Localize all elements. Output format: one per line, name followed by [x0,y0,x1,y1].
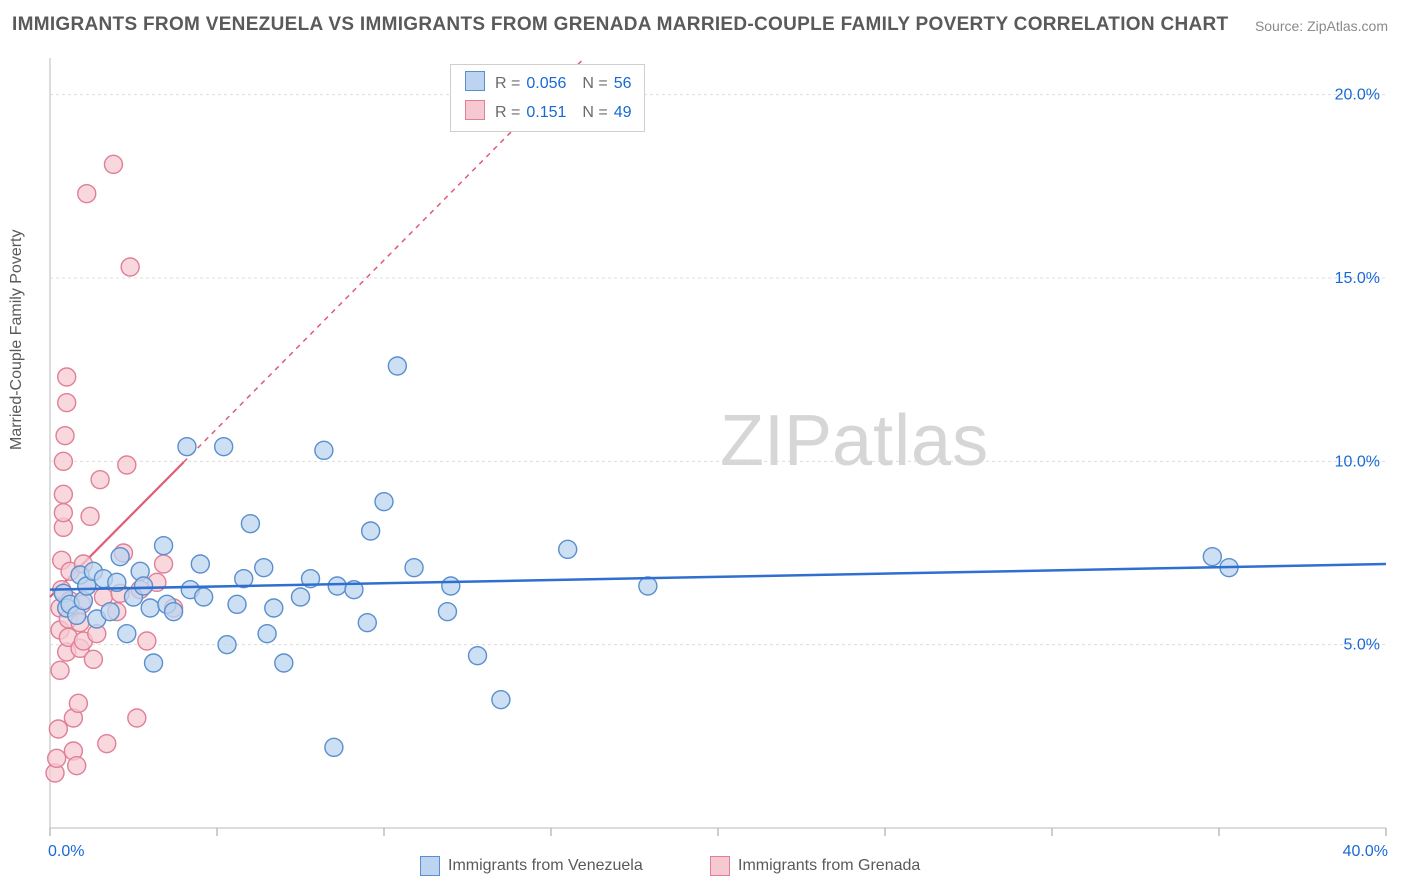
n-value-venezuela: 56 [612,69,634,98]
legend-grenada: Immigrants from Grenada [710,856,920,876]
stat-legend: R = 0.056 N = 56 R = 0.151 N = 49 [450,64,645,132]
stat-row: R = 0.056 N = 56 [459,69,634,98]
r-label: R = [491,69,524,98]
svg-text:15.0%: 15.0% [1335,270,1380,287]
svg-text:0.0%: 0.0% [48,843,84,860]
swatch-venezuela [465,71,485,91]
n-label: N = [578,98,611,127]
r-label: R = [491,98,524,127]
r-value-venezuela: 0.056 [524,69,578,98]
legend-label-grenada: Immigrants from Grenada [738,857,920,875]
svg-text:10.0%: 10.0% [1335,453,1380,470]
r-value-grenada: 0.151 [524,98,578,127]
swatch-venezuela-icon [420,856,440,876]
chart-canvas: 5.0% 10.0% 15.0% 20.0% 0.0% 40.0% [0,0,1406,892]
legend-venezuela: Immigrants from Venezuela [420,856,643,876]
swatch-grenada [465,100,485,120]
svg-text:20.0%: 20.0% [1335,87,1380,104]
stat-row: R = 0.151 N = 49 [459,98,634,127]
svg-text:40.0%: 40.0% [1343,843,1388,860]
legend-label-venezuela: Immigrants from Venezuela [448,857,643,875]
n-label: N = [578,69,611,98]
swatch-grenada-icon [710,856,730,876]
svg-text:5.0%: 5.0% [1344,637,1380,654]
n-value-grenada: 49 [612,98,634,127]
